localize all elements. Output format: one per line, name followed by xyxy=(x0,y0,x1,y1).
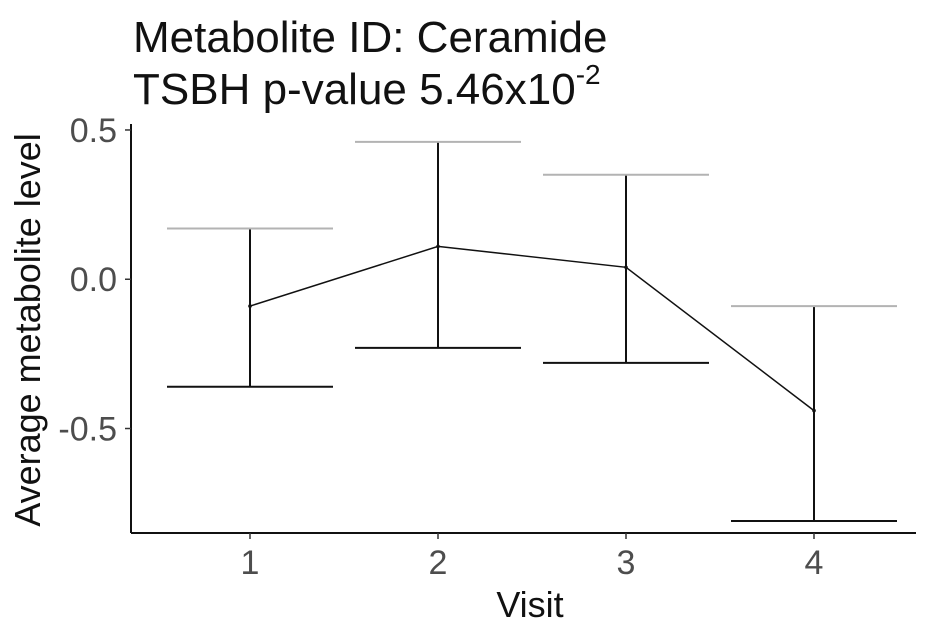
chart-title-exponent: -2 xyxy=(576,59,601,90)
mean-point-visit-4 xyxy=(812,408,816,413)
y-tick-label: 0.0 xyxy=(70,261,117,299)
y-tick-label: 0.5 xyxy=(70,112,117,150)
mean-line xyxy=(249,245,815,412)
y-axis-title: Average metabolite level xyxy=(7,133,48,527)
mean-point-visit-2 xyxy=(436,244,440,249)
chart-ticks: 0.5 0.0 -0.5 1 2 3 4 xyxy=(58,112,823,582)
mean-point-visit-1 xyxy=(248,304,252,308)
chart-marks xyxy=(167,140,897,523)
chart-title-line2: TSBH p-value 5.46x10-2 xyxy=(133,59,601,114)
mean-point-visit-3 xyxy=(624,265,628,270)
x-tick-label: 4 xyxy=(805,544,824,582)
x-axis-title: Visit xyxy=(496,584,563,625)
chart-title-line1: Metabolite ID: Ceramide xyxy=(133,13,607,62)
y-tick-label: -0.5 xyxy=(58,411,117,449)
x-tick-label: 1 xyxy=(241,544,260,582)
chart-title-pvalue: TSBH p-value 5.46x10 xyxy=(133,65,576,114)
x-tick-label: 2 xyxy=(429,544,448,582)
x-tick-label: 3 xyxy=(617,544,636,582)
